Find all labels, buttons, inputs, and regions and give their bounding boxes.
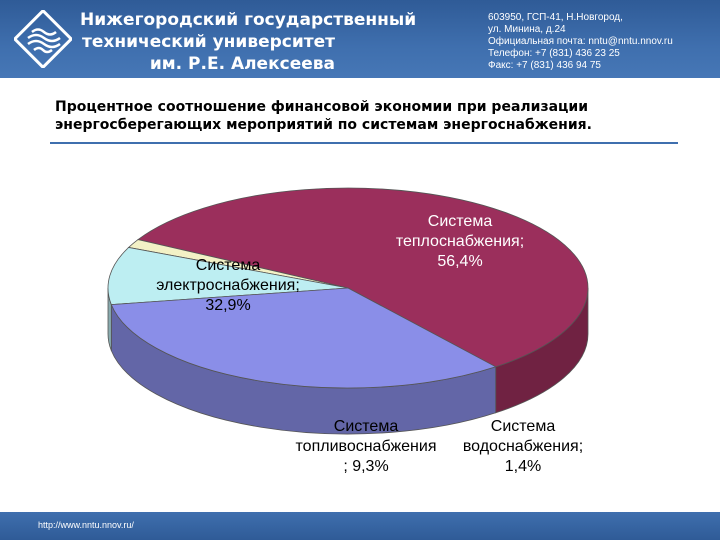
slice-label: Система bbox=[491, 418, 556, 435]
university-name-line: Нижегородский государственный bbox=[80, 10, 417, 30]
footer-url: http://www.nntu.nnov.ru/ bbox=[38, 520, 134, 530]
slide-title-line: Процентное соотношение финансовой эконом… bbox=[55, 99, 589, 115]
pie-chart: Система теплоснабжения; 56,4% Система водосн… bbox=[107, 187, 589, 475]
contact-line: 603950, ГСП-41, Н.Новгород, bbox=[488, 12, 623, 23]
university-name-line: им. Р.Е. Алексеева bbox=[149, 54, 335, 74]
slice-label: 1,4% bbox=[505, 458, 541, 475]
contact-line: Факс: +7 (831) 436 94 75 bbox=[488, 60, 601, 71]
slice-label: Система bbox=[428, 213, 493, 230]
header-bar: Нижегородский государственный технически… bbox=[0, 0, 720, 78]
slice-label: водоснабжения; bbox=[463, 438, 583, 455]
university-name-line: технический университет bbox=[82, 32, 335, 52]
contact-line: Телефон: +7 (831) 436 23 25 bbox=[488, 48, 620, 59]
slide-title: Процентное соотношение финансовой эконом… bbox=[55, 98, 685, 134]
pie-slice bbox=[110, 287, 497, 389]
slide-title-line: энергосберегающих мероприятий по система… bbox=[55, 117, 592, 133]
slice-label: топливоснабжения bbox=[296, 438, 437, 455]
pie-slice bbox=[107, 247, 349, 306]
contact-info: 603950, ГСП-41, Н.Новгород, ул. Минина, … bbox=[488, 12, 713, 72]
footer-bar: http://www.nntu.nnov.ru/ bbox=[0, 512, 720, 540]
university-name: Нижегородский государственный технически… bbox=[80, 9, 417, 75]
slice-label: электроснабжения; bbox=[156, 277, 300, 294]
slice-label: ; 9,3% bbox=[343, 458, 388, 475]
contact-line: Официальная почта: nntu@nntu.nnov.ru bbox=[488, 36, 673, 47]
slice-label: 56,4% bbox=[437, 253, 482, 270]
slice-label: Система bbox=[196, 257, 261, 274]
title-divider bbox=[50, 142, 678, 144]
pie-slice bbox=[137, 187, 589, 368]
university-logo-icon bbox=[14, 10, 72, 68]
slice-label: теплоснабжения; bbox=[396, 233, 524, 250]
contact-line: ул. Минина, д.24 bbox=[488, 24, 566, 35]
slice-label: Система bbox=[334, 418, 399, 435]
slice-label: 32,9% bbox=[205, 297, 250, 314]
